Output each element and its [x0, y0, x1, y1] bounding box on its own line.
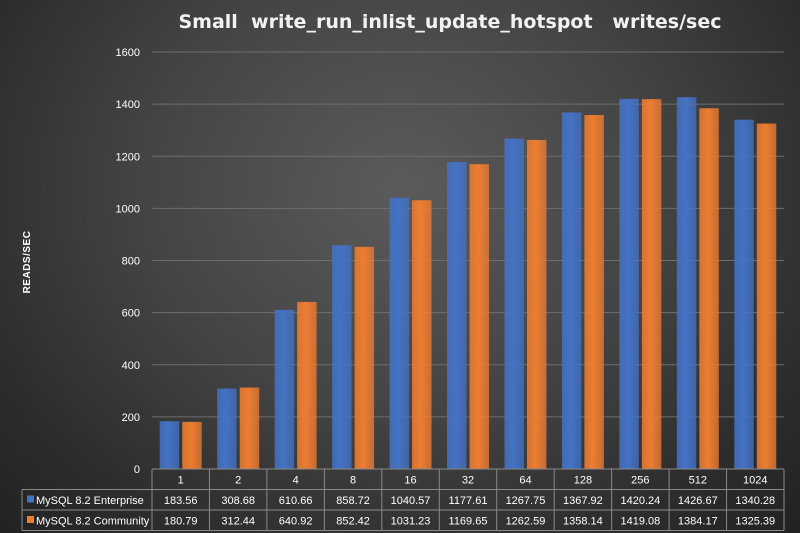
x-tick-label: 32	[462, 475, 474, 487]
data-label: 852.42	[336, 516, 370, 528]
data-label: 1358.14	[563, 516, 603, 528]
legend-swatch	[27, 495, 34, 503]
data-label: 1367.92	[563, 495, 603, 507]
gridlines	[152, 51, 784, 418]
y-tick-label: 200	[122, 412, 140, 424]
y-tick-label: 1200	[116, 151, 140, 163]
bar-community-8	[354, 246, 375, 469]
x-tick-label: 1024	[743, 475, 767, 487]
bar-enterprise-64	[504, 138, 524, 469]
y-tick-label: 1000	[116, 203, 140, 215]
legend-label: MySQL 8.2 Enterprise	[36, 495, 144, 507]
data-label: 183.56	[164, 495, 198, 507]
bar-enterprise-256	[619, 98, 639, 470]
x-tick-label: 16	[404, 475, 416, 487]
legend-label: MySQL 8.2 Community	[36, 516, 150, 528]
data-label: 1420.24	[620, 495, 660, 507]
bar-community-16	[412, 200, 432, 469]
data-label: 610.66	[279, 495, 313, 507]
x-tick-label: 128	[574, 475, 592, 487]
x-tick-label: 256	[631, 475, 649, 487]
bar-enterprise-16	[389, 197, 410, 469]
bar-enterprise-512	[676, 97, 697, 469]
data-label: 1340.28	[735, 495, 775, 507]
y-tick-label: 600	[122, 308, 140, 320]
bar-community-2	[239, 387, 260, 469]
data-label: 1426.67	[678, 495, 718, 507]
bar-community-32	[469, 164, 489, 469]
data-label: 640.92	[279, 516, 313, 528]
data-label: 312.44	[221, 516, 255, 528]
y-tick-label: 1600	[116, 47, 140, 59]
x-tick-label: 4	[293, 475, 299, 487]
x-tick-label: 8	[350, 475, 356, 487]
bar-community-64	[526, 139, 547, 469]
data-label: 1169.65	[449, 516, 488, 528]
bar-community-256	[641, 99, 662, 469]
data-label: 1262.59	[506, 516, 546, 528]
bar-enterprise-1024	[734, 119, 754, 470]
bar-enterprise-4	[274, 309, 295, 469]
y-tick-label: 800	[122, 256, 140, 268]
data-label: 180.79	[164, 516, 198, 528]
bar-community-512	[699, 108, 719, 469]
data-label: 1419.08	[620, 516, 660, 528]
bar-community-1024	[756, 123, 777, 470]
bar-enterprise-128	[561, 112, 582, 470]
y-tick-label: 400	[122, 360, 140, 372]
bar-enterprise-1	[159, 421, 180, 469]
bar-community-1	[182, 421, 202, 469]
bars	[159, 97, 777, 470]
data-table: 1 2 4 8 16 32 64 128 256 512 1024 MySQL 8.2 Enterpr…	[21, 468, 785, 531]
data-label: 308.68	[221, 495, 255, 507]
y-tick-label: 0	[134, 464, 140, 476]
bar-enterprise-2	[217, 388, 237, 469]
x-tick-label: 64	[519, 475, 531, 487]
bar-enterprise-32	[447, 162, 467, 469]
data-label: 858.72	[336, 495, 370, 507]
bar-community-4	[297, 301, 317, 469]
y-axis-ticks: 0 200 400 600 800 1000 1200 1400 1600	[116, 47, 140, 476]
data-label: 1031.23	[391, 516, 431, 528]
x-tick-label: 1	[178, 475, 184, 487]
data-label: 1267.75	[506, 495, 546, 507]
chart-title: Small write_run_inlist_update_hotspot wr…	[178, 11, 721, 33]
bar-community-128	[584, 115, 604, 469]
data-label: 1177.61	[449, 495, 488, 507]
data-label: 1384.17	[678, 516, 718, 528]
y-axis-label: READS/SEC	[22, 231, 33, 294]
data-label: 1040.57	[391, 495, 431, 507]
bar-enterprise-8	[332, 245, 352, 469]
legend-swatch	[27, 516, 34, 523]
data-label: 1325.39	[735, 516, 775, 528]
x-tick-label: 2	[235, 475, 241, 487]
y-tick-label: 1400	[116, 99, 140, 111]
x-tick-label: 512	[689, 475, 707, 487]
